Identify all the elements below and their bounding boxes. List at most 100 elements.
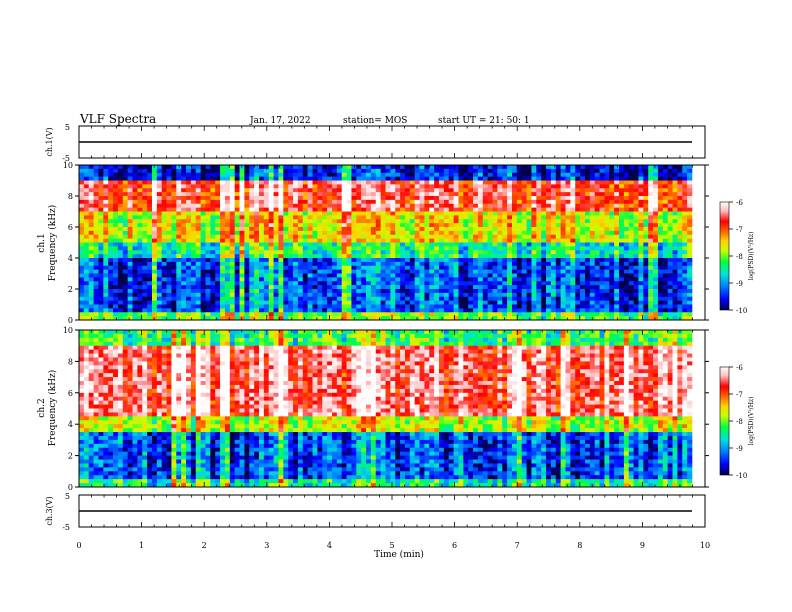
spectrogram-cell [419,176,425,181]
spectrogram-cell [497,211,503,216]
spectrogram-cell [220,180,226,185]
spectrogram-cell [166,254,172,259]
spectrogram-cell [677,304,683,309]
spectrogram-cell [662,219,668,224]
spectrogram-cell [263,188,270,193]
spectrogram-cell [195,192,201,197]
spectrogram-cell [439,180,445,185]
spectrogram-cell [565,227,571,232]
spectrogram-cell [667,292,673,298]
spectrogram-cell [273,296,279,301]
spectrogram-cell [122,261,128,267]
spectrogram-cell [672,196,678,201]
spectrogram-cell [215,312,221,317]
spectrogram-cell [570,304,576,309]
spectrogram-cell [443,184,450,189]
spectrogram-cell [166,242,172,247]
spectrogram-cell [584,168,591,174]
spectrogram-cell [93,308,99,313]
spectrogram-cell [385,219,391,224]
spectrogram-cell [429,246,435,251]
spectrogram-cell [434,176,440,181]
spectrogram-cell [220,265,226,270]
spectrogram-cell [594,188,600,193]
spectrogram-cell [259,223,265,228]
spectrogram-cell [463,316,469,320]
spectrogram-cell [336,292,343,298]
spectrogram-cell [156,215,163,220]
spectrogram-cell [570,281,576,286]
spectrogram-cell [628,285,634,290]
spectrogram-cell [380,312,386,317]
spectrogram-cell [171,300,177,305]
spectrogram-cell [83,184,90,189]
spectrogram-cell [93,304,99,309]
spectrogram-cell [132,234,138,239]
spectrogram-cell [283,172,289,177]
spectrogram-cell [234,199,240,205]
spectrogram-cell [156,165,163,170]
spectrogram-cell [190,246,197,251]
spectrogram-cell [482,312,488,317]
spectrogram-cell [623,215,630,220]
spectrogram-cell [254,223,260,228]
spectrogram-cell [297,281,304,286]
spectrogram-cell [117,281,124,286]
spectrogram-cell [434,292,440,298]
spectrogram-cell [477,207,484,212]
spectrogram-cell [546,289,552,294]
spectrogram-cell [619,230,625,236]
spectrogram-cell [473,168,479,174]
spectrogram-cell [463,172,469,177]
spectrogram-cell [254,199,260,205]
spectrogram-cell [88,176,94,181]
spectrogram-cell [453,203,459,208]
spectrogram-cell [161,269,167,274]
spectrogram-cell [424,192,430,197]
spectrogram-cell [594,230,600,236]
spectrogram-cell [555,312,561,317]
spectrogram-cell [531,254,537,259]
spectrogram-cell [317,215,323,220]
spectrogram-cell [122,172,128,177]
spectrogram-cell [113,281,119,286]
spectrogram-cell [497,192,503,197]
spectrogram-cell [633,199,639,205]
spectrogram-cell [156,234,163,239]
spectrogram-cell [380,277,386,282]
spectrogram-cell [648,180,654,185]
spectrogram-cell [297,192,304,197]
spectrogram-cell [550,199,557,205]
spectrogram-cell [380,215,386,220]
spectrogram-cell [254,203,260,208]
spectrogram-cell [443,199,450,205]
spectrogram-cell [682,250,688,255]
spectrogram-cell [419,316,425,320]
spectrogram-cell [429,165,435,170]
spectrogram-cell [516,308,523,313]
spectrogram-cell [487,219,493,224]
spectrogram-cell [482,238,488,243]
spectrogram-cell [424,304,430,309]
spectrogram-cell [609,308,615,313]
spectrogram-cell [259,230,265,236]
spectrogram-cell [575,292,581,298]
spectrogram-cell [341,196,347,201]
spectrogram-cell [259,207,265,212]
spectrogram-cell [385,308,391,313]
spectrogram-cell [186,211,192,216]
spectrogram-cell [361,246,367,251]
spectrogram-cell [263,234,270,239]
spectrogram-cell [336,180,343,185]
spectrogram-cell [648,196,654,201]
spectrogram-cell [88,184,94,189]
spectrogram-cell [409,238,415,243]
spectrogram-cell [560,192,566,197]
spectrogram-cell [662,199,668,205]
spectrogram-cell [414,296,420,301]
spectrogram-cell [492,211,498,216]
spectrogram-cell [604,215,610,220]
spectrogram-cell [380,172,386,177]
spectrogram-cell [682,223,688,228]
spectrogram-cell [215,168,221,174]
